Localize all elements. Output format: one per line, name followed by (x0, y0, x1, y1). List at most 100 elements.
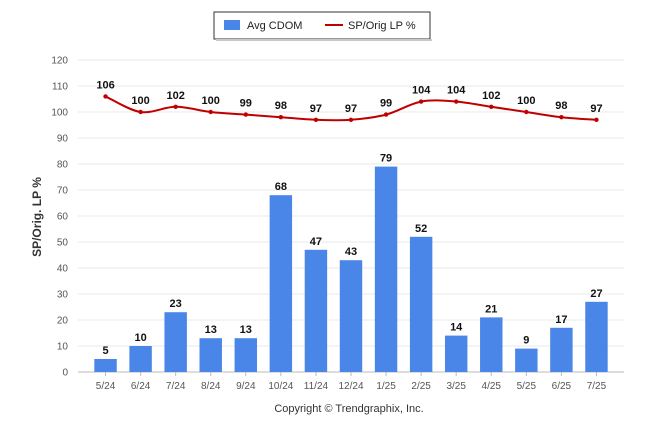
line-point-sp-orig[interactable] (208, 109, 213, 115)
y-tick-label: 40 (57, 264, 69, 275)
bar-series (94, 166, 608, 372)
line-value-label: 97 (345, 103, 357, 115)
x-tick-label: 5/25 (517, 381, 537, 392)
bar-value-label: 5 (102, 345, 108, 357)
x-tick-label: 3/25 (446, 381, 466, 392)
x-tick-label: 10/24 (268, 381, 293, 392)
x-tick-label: 6/25 (552, 381, 572, 392)
line-point-sp-orig[interactable] (383, 112, 389, 117)
legend-shadow (216, 39, 432, 41)
y-tick-label: 30 (57, 290, 69, 301)
bar-avg-cdom[interactable] (94, 359, 117, 372)
bar-avg-cdom[interactable] (444, 335, 468, 372)
y-tick-label: 0 (62, 368, 68, 379)
bar-avg-cdom[interactable] (480, 317, 503, 372)
x-tick-label: 8/24 (201, 381, 221, 392)
bar-value-label: 79 (380, 153, 392, 165)
bar-value-label: 14 (450, 322, 463, 334)
bar-avg-cdom[interactable] (199, 338, 222, 372)
line-value-label: 97 (590, 103, 602, 115)
y-tick-label: 10 (57, 342, 69, 353)
bar-value-label: 17 (555, 314, 567, 326)
y-tick-label: 100 (51, 108, 68, 119)
line-point-sp-orig[interactable] (594, 117, 599, 123)
y-tick-label: 120 (51, 56, 68, 67)
legend[interactable]: Avg CDOM SP/Orig LP % (213, 11, 432, 41)
line-point-sp-orig[interactable] (138, 109, 143, 115)
copyright-credit: Copyright © Trendgraphix, Inc. (274, 403, 423, 415)
line-point-sp-orig[interactable] (173, 104, 178, 110)
bar-value-label: 27 (590, 288, 602, 300)
y-axis-ticks: 0 10 20 30 40 50 60 70 80 90 100 110 120 (51, 56, 68, 379)
bar-value-label: 13 (205, 324, 217, 336)
legend-swatch-avg-cdom (224, 20, 240, 30)
y-axis-title: SP/Orig. LP % (30, 177, 44, 257)
bar-avg-cdom[interactable] (550, 327, 573, 372)
bar-avg-cdom[interactable] (515, 348, 538, 372)
bar-value-label: 68 (275, 181, 287, 193)
bar-avg-cdom[interactable] (585, 301, 608, 372)
line-point-sp-orig[interactable] (313, 117, 319, 123)
line-value-label: 104 (447, 85, 466, 97)
line-point-sp-orig[interactable] (243, 112, 248, 117)
line-value-label: 102 (166, 90, 184, 102)
bar-value-label: 52 (415, 223, 427, 235)
x-tick-label: 2/25 (411, 381, 431, 392)
x-tick-label: 7/24 (166, 381, 186, 392)
bar-avg-cdom[interactable] (374, 166, 398, 372)
y-tick-label: 110 (52, 82, 68, 93)
bar-avg-cdom[interactable] (269, 195, 293, 372)
legend-box (213, 11, 431, 40)
line-point-sp-orig[interactable] (278, 115, 284, 120)
bar-value-label: 23 (170, 298, 182, 310)
bar-value-label: 43 (345, 246, 357, 258)
line-value-label: 104 (412, 85, 431, 97)
line-value-label: 99 (240, 98, 252, 110)
x-tick-label: 1/25 (376, 381, 396, 392)
x-axis-ticks: 5/24 6/24 7/24 8/24 9/24 10/24 11/24 12/24 1/25 2… (96, 372, 607, 392)
bar-value-label: 47 (310, 236, 322, 248)
line-value-label: 99 (380, 98, 392, 110)
x-tick-label: 9/24 (236, 381, 256, 392)
y-tick-label: 20 (57, 316, 69, 327)
x-tick-label: 6/24 (131, 381, 151, 392)
x-tick-label: 12/24 (338, 381, 363, 392)
line-point-sp-orig[interactable] (524, 109, 529, 115)
y-tick-label: 60 (57, 212, 69, 223)
line-value-label: 98 (555, 100, 567, 112)
line-value-label: 106 (96, 79, 114, 91)
bar-avg-cdom[interactable] (129, 346, 152, 372)
data-labels: 5 10 23 13 13 68 47 43 79 52 14 21 9 17 27 106 100 102 100… (96, 79, 602, 357)
y-tick-label: 70 (57, 186, 69, 197)
bar-value-label: 13 (240, 324, 252, 336)
bar-avg-cdom[interactable] (409, 236, 433, 372)
y-tick-label: 50 (57, 238, 69, 249)
line-series (103, 94, 599, 123)
line-value-label: 97 (310, 103, 322, 115)
bar-avg-cdom[interactable] (304, 249, 328, 372)
bar-value-label: 9 (523, 335, 529, 347)
line-point-sp-orig[interactable] (348, 117, 354, 123)
line-point-sp-orig[interactable] (454, 99, 459, 104)
line-point-sp-orig[interactable] (418, 99, 424, 104)
bar-avg-cdom[interactable] (234, 338, 258, 372)
x-tick-label: 7/25 (587, 381, 607, 392)
bar-value-label: 10 (134, 332, 146, 344)
y-tick-label: 90 (57, 134, 69, 145)
bar-avg-cdom[interactable] (164, 312, 187, 372)
legend-label-avg-cdom: Avg CDOM (247, 20, 302, 32)
line-point-sp-orig[interactable] (489, 104, 494, 110)
line-value-label: 100 (202, 95, 220, 107)
bar-value-label: 21 (485, 303, 497, 315)
line-value-label: 100 (517, 95, 535, 107)
line-point-sp-orig[interactable] (103, 94, 108, 99)
x-tick-label: 11/24 (304, 381, 329, 392)
line-value-label: 100 (131, 95, 149, 107)
y-tick-label: 80 (57, 160, 69, 171)
x-tick-label: 4/25 (482, 381, 502, 392)
bar-avg-cdom[interactable] (339, 260, 363, 372)
line-point-sp-orig[interactable] (559, 115, 564, 120)
line-value-label: 98 (275, 100, 287, 112)
